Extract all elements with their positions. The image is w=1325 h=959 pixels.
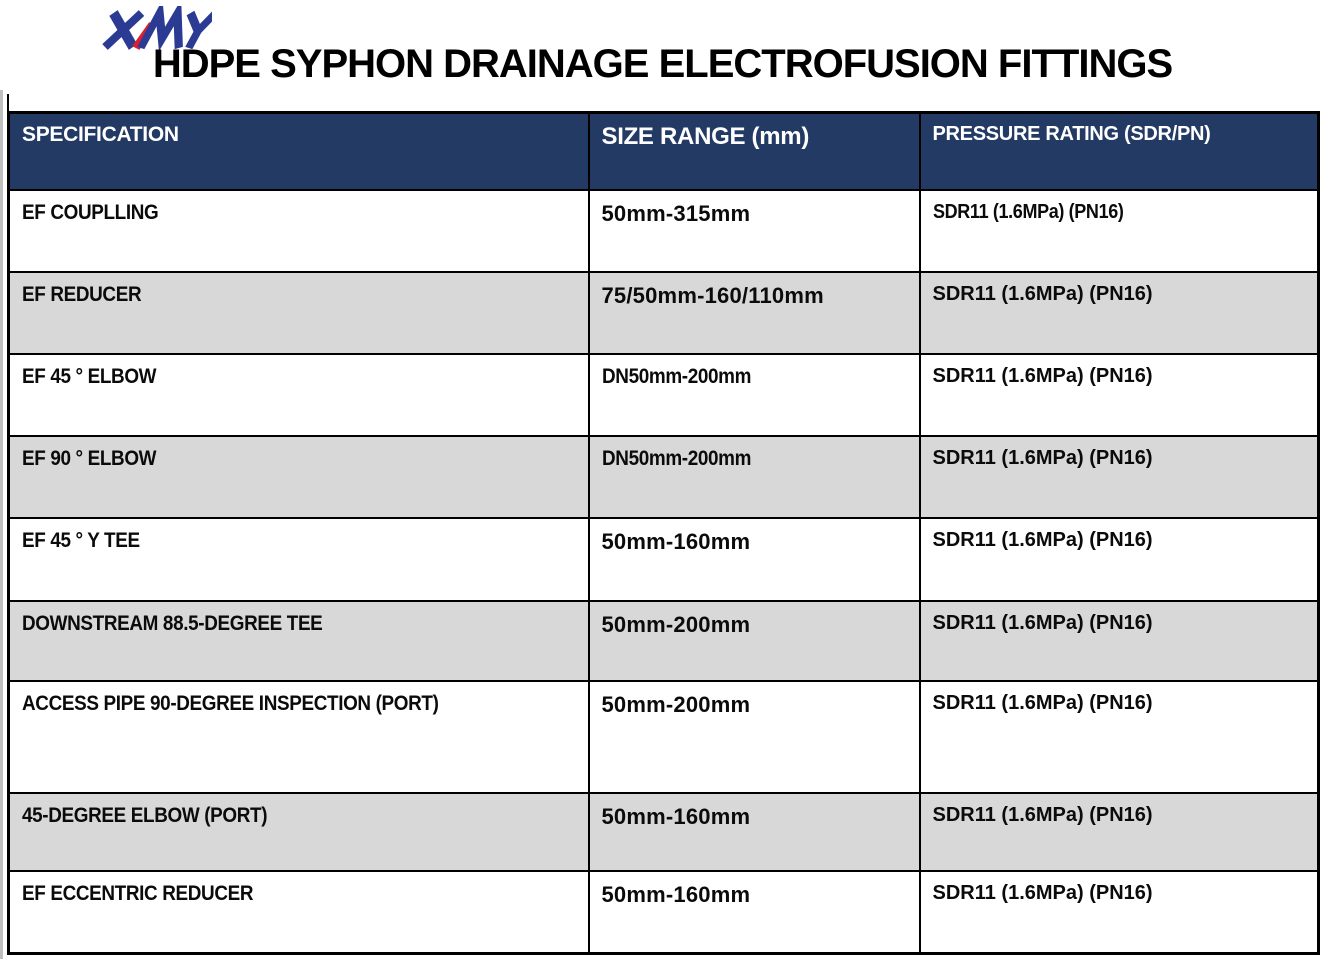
- cell-specification: EF 90 ° ELBOW: [7, 434, 590, 519]
- cell-pressure-rating: SDR11 (1.6MPa) (PN16): [918, 270, 1320, 355]
- logo-y-stroke: [186, 10, 212, 39]
- cell-pressure-rating: SDR11 (1.6MPa) (PN16): [918, 352, 1320, 437]
- page-edge-line: [0, 90, 3, 959]
- column-header-pressure-rating: PRESSURE RATING (SDR/PN): [918, 111, 1320, 191]
- cell-pressure-rating: SDR11 (1.6MPa) (PN16): [918, 188, 1320, 273]
- xmy-logo: [102, 6, 212, 52]
- cell-pressure-rating: SDR11 (1.6MPa) (PN16): [918, 679, 1320, 794]
- table-row: EF 45 ° ELBOW DN50mm-200mm SDR11 (1.6MPa…: [7, 352, 1320, 437]
- table-left-border-tick: [7, 94, 9, 113]
- cell-size-range: 50mm-200mm: [587, 679, 921, 794]
- cell-specification: EF 45 ° Y TEE: [7, 516, 590, 602]
- table-body: EF COUPLLING 50mm-315mm SDR11 (1.6MPa) (…: [7, 188, 1320, 955]
- cell-size-range: 50mm-200mm: [587, 599, 921, 682]
- cell-specification: EF ECCENTRIC REDUCER: [7, 869, 590, 955]
- cell-size-range: 50mm-315mm: [587, 188, 921, 273]
- cell-specification: ACCESS PIPE 90-DEGREE INSPECTION (PORT): [7, 679, 590, 794]
- cell-size-range: DN50mm-200mm: [587, 434, 921, 519]
- cell-size-range: DN50mm-200mm: [587, 352, 921, 437]
- cell-specification: DOWNSTREAM 88.5-DEGREE TEE: [7, 599, 590, 682]
- cell-pressure-rating: SDR11 (1.6MPa) (PN16): [918, 791, 1320, 872]
- cell-pressure-rating: SDR11 (1.6MPa) (PN16): [918, 516, 1320, 602]
- cell-size-range: 50mm-160mm: [587, 791, 921, 872]
- table-row: EF ECCENTRIC REDUCER 50mm-160mm SDR11 (1…: [7, 869, 1320, 955]
- column-header-specification: SPECIFICATION: [7, 111, 590, 191]
- cell-size-range: 50mm-160mm: [587, 516, 921, 602]
- logo-m-stroke: [137, 6, 183, 52]
- cell-pressure-rating: SDR11 (1.6MPa) (PN16): [918, 599, 1320, 682]
- cell-specification: EF REDUCER: [7, 270, 590, 355]
- cell-specification: 45-DEGREE ELBOW (PORT): [7, 791, 590, 872]
- page-title: HDPE SYPHON DRAINAGE ELECTROFUSION FITTI…: [152, 42, 1173, 86]
- table-row: EF COUPLLING 50mm-315mm SDR11 (1.6MPa) (…: [7, 188, 1320, 273]
- cell-specification: EF COUPLLING: [7, 188, 590, 273]
- table-row: ACCESS PIPE 90-DEGREE INSPECTION (PORT) …: [7, 679, 1320, 794]
- cell-size-range: 75/50mm-160/110mm: [587, 270, 921, 355]
- fittings-spec-table: SPECIFICATION SIZE RANGE (mm) PRESSURE R…: [7, 111, 1320, 955]
- cell-pressure-rating: SDR11 (1.6MPa) (PN16): [918, 869, 1320, 955]
- cell-size-range: 50mm-160mm: [587, 869, 921, 955]
- cell-specification: EF 45 ° ELBOW: [7, 352, 590, 437]
- column-header-size-range: SIZE RANGE (mm): [587, 111, 921, 191]
- table-row: DOWNSTREAM 88.5-DEGREE TEE 50mm-200mm SD…: [7, 599, 1320, 682]
- table-row: EF 45 ° Y TEE 50mm-160mm SDR11 (1.6MPa) …: [7, 516, 1320, 602]
- logo-x-stroke: [102, 10, 145, 50]
- logo-y-stroke: [185, 29, 202, 50]
- header-row: SPECIFICATION SIZE RANGE (mm) PRESSURE R…: [7, 111, 1320, 191]
- table-row: EF REDUCER 75/50mm-160/110mm SDR11 (1.6M…: [7, 270, 1320, 355]
- cell-pressure-rating: SDR11 (1.6MPa) (PN16): [918, 434, 1320, 519]
- table-row: EF 90 ° ELBOW DN50mm-200mm SDR11 (1.6MPa…: [7, 434, 1320, 519]
- table-row: 45-DEGREE ELBOW (PORT) 50mm-160mm SDR11 …: [7, 791, 1320, 872]
